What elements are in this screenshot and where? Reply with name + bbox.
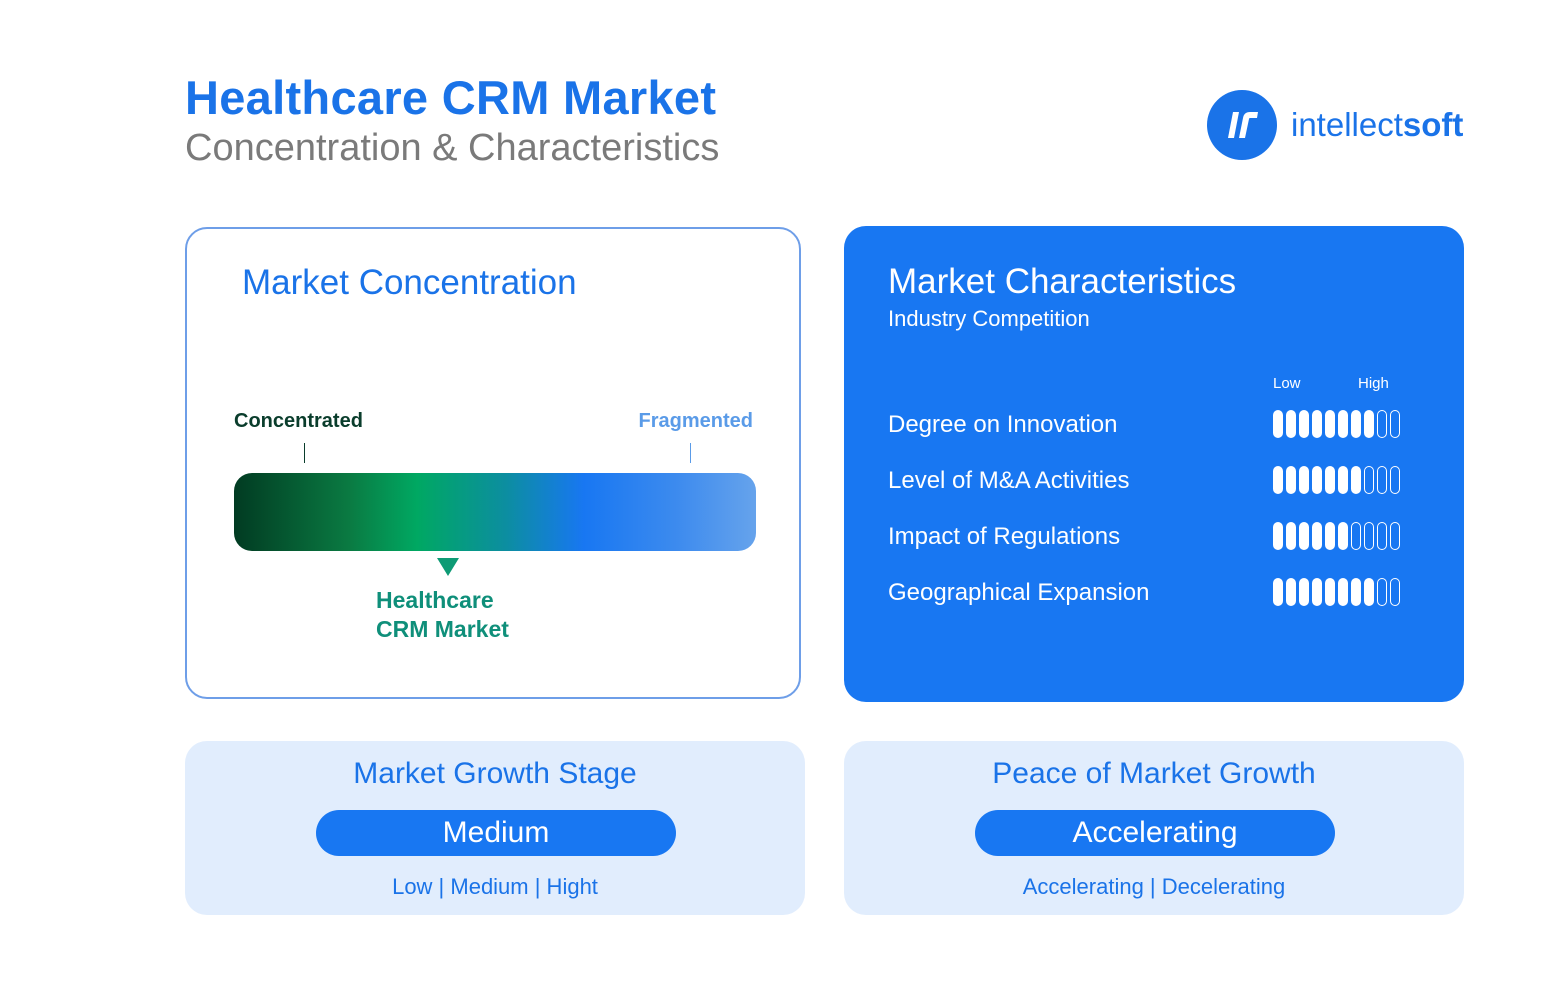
level-pill-filled xyxy=(1312,578,1322,606)
level-pill-empty xyxy=(1377,410,1387,438)
level-pill-filled xyxy=(1351,410,1361,438)
level-pill-filled xyxy=(1273,466,1283,494)
level-pill-filled xyxy=(1312,522,1322,550)
level-pill-filled xyxy=(1299,522,1309,550)
level-pill-filled xyxy=(1299,466,1309,494)
level-pill-filled xyxy=(1338,522,1348,550)
growth-stage-options: Low | Medium | Hight xyxy=(392,874,598,899)
level-pill-filled xyxy=(1325,410,1335,438)
logo-text: intellectsoft xyxy=(1291,106,1463,144)
scale-low-label: Low xyxy=(1273,375,1301,392)
market-position-label-line1: Healthcare xyxy=(376,587,494,613)
market-concentration-title: Market Concentration xyxy=(242,263,577,302)
concentration-gradient-bar xyxy=(234,473,756,551)
characteristic-label: Geographical Expansion xyxy=(888,579,1150,606)
characteristic-row: Impact of Regulations xyxy=(888,522,1408,552)
level-meter xyxy=(1273,466,1403,494)
characteristic-label: Impact of Regulations xyxy=(888,523,1121,550)
logo-text-light: intellect xyxy=(1291,106,1403,143)
fragmented-tick xyxy=(690,443,691,463)
level-meter xyxy=(1273,410,1403,438)
level-pill-filled xyxy=(1286,410,1296,438)
growth-pace-card: Peace of Market Growth Accelerating Acce… xyxy=(844,741,1464,915)
market-growth-stage-card: Market Growth Stage Medium Low | Medium … xyxy=(185,741,805,915)
level-pill-filled xyxy=(1351,578,1361,606)
level-pill-filled xyxy=(1299,410,1309,438)
market-characteristics-title: Market Characteristics xyxy=(888,262,1237,301)
characteristic-row: Geographical Expansion xyxy=(888,578,1408,608)
fragmented-label: Fragmented xyxy=(638,410,753,432)
market-position-label-line2: CRM Market xyxy=(376,616,509,642)
characteristic-label: Level of M&A Activities xyxy=(888,467,1130,494)
level-pill-empty xyxy=(1377,466,1387,494)
logo-text-bold: soft xyxy=(1402,106,1464,143)
level-pill-filled xyxy=(1273,522,1283,550)
level-pill-empty xyxy=(1390,522,1400,550)
growth-stage-value-badge: Medium xyxy=(316,810,676,856)
level-pill-filled xyxy=(1312,466,1322,494)
characteristic-label: Degree on Innovation xyxy=(888,411,1118,438)
market-characteristics-card: Market Characteristics Industry Competit… xyxy=(844,226,1464,702)
level-pill-filled xyxy=(1286,578,1296,606)
level-pill-filled xyxy=(1325,578,1335,606)
level-pill-filled xyxy=(1299,578,1309,606)
level-meter xyxy=(1273,578,1403,606)
scale-high-label: High xyxy=(1358,375,1389,392)
level-pill-empty xyxy=(1390,410,1400,438)
level-pill-empty xyxy=(1351,522,1361,550)
level-pill-filled xyxy=(1325,466,1335,494)
level-pill-filled xyxy=(1351,466,1361,494)
market-concentration-card: Market Concentration Concentrated Fragme… xyxy=(185,227,801,699)
level-pill-empty xyxy=(1364,522,1374,550)
page-subtitle: Concentration & Characteristics xyxy=(185,127,720,169)
level-meter xyxy=(1273,522,1403,550)
concentrated-tick xyxy=(304,443,305,463)
level-pill-filled xyxy=(1364,578,1374,606)
level-pill-filled xyxy=(1286,466,1296,494)
level-pill-empty xyxy=(1377,578,1387,606)
level-pill-filled xyxy=(1286,522,1296,550)
market-position-label: Healthcare CRM Market xyxy=(376,586,576,644)
intellectsoft-logo-icon xyxy=(1207,90,1277,160)
growth-pace-title: Peace of Market Growth xyxy=(992,757,1316,790)
concentrated-label: Concentrated xyxy=(234,410,363,432)
market-characteristics-subtitle: Industry Competition xyxy=(888,306,1090,331)
characteristic-row: Level of M&A Activities xyxy=(888,466,1408,496)
growth-pace-value-badge: Accelerating xyxy=(975,810,1335,856)
level-pill-empty xyxy=(1364,466,1374,494)
level-pill-filled xyxy=(1325,522,1335,550)
level-pill-empty xyxy=(1390,578,1400,606)
level-pill-filled xyxy=(1364,410,1374,438)
level-pill-filled xyxy=(1312,410,1322,438)
level-pill-filled xyxy=(1338,578,1348,606)
growth-pace-options: Accelerating | Decelerating xyxy=(1022,874,1286,899)
level-pill-filled xyxy=(1273,410,1283,438)
level-pill-empty xyxy=(1390,466,1400,494)
level-pill-filled xyxy=(1273,578,1283,606)
level-pill-filled xyxy=(1338,466,1348,494)
level-pill-filled xyxy=(1338,410,1348,438)
market-position-marker-icon xyxy=(437,558,460,576)
level-pill-empty xyxy=(1377,522,1387,550)
page-title: Healthcare CRM Market xyxy=(185,71,717,124)
brand-logo: intellectsoft xyxy=(1207,90,1463,160)
characteristic-row: Degree on Innovation xyxy=(888,410,1408,440)
growth-stage-title: Market Growth Stage xyxy=(353,757,637,790)
